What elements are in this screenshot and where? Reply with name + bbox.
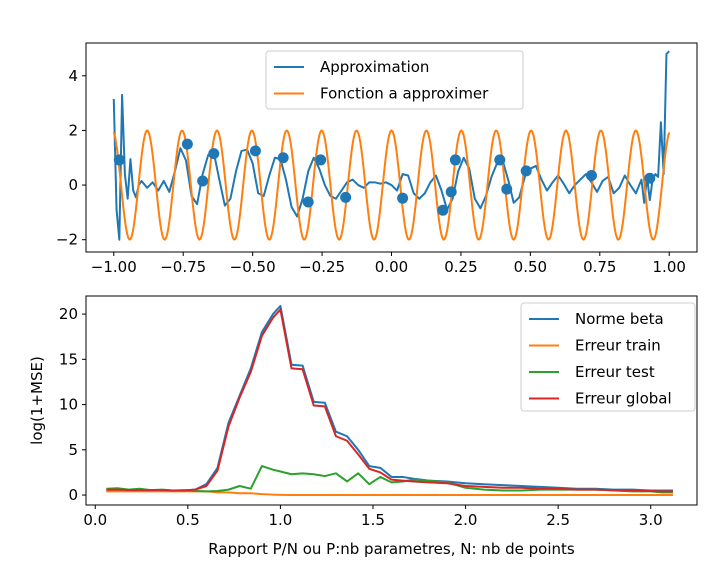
legend-label: Erreur global — [575, 390, 672, 408]
y-tick-label: 4 — [68, 67, 78, 85]
legend-box — [265, 50, 524, 110]
legend-label: Approximation — [320, 58, 429, 76]
x-tick-label: 2.5 — [546, 511, 570, 529]
legend-label: Erreur test — [575, 363, 655, 381]
series-line-erreur-global — [106, 308, 673, 493]
data-point — [277, 152, 289, 164]
data-point — [644, 172, 656, 184]
x-axis-label: Rapport P/N ou P:nb parametres, N: nb de… — [208, 540, 575, 558]
y-tick-label: 2 — [68, 121, 78, 139]
data-point — [113, 154, 125, 166]
legend: Approximation Fonction a approximer — [265, 50, 524, 110]
series-line-fonction-a-approximer — [112, 129, 671, 241]
data-point — [397, 192, 409, 204]
x-tick-label: 0.50 — [514, 258, 547, 276]
x-tick-label: 0.75 — [583, 258, 616, 276]
x-tick-label: −1.00 — [91, 258, 137, 276]
data-point — [249, 145, 261, 157]
y-tick-label: 20 — [59, 305, 78, 323]
axes-frame — [85, 295, 698, 506]
legend-label: Erreur train — [575, 337, 661, 355]
legend-label: Fonction a approximer — [320, 85, 489, 103]
bottom-plot: 0.0 0.5 1.0 1.5 2.0 2.5 3.0 0 5 10 15 20 Rapport P/N… — [28, 295, 698, 558]
legend-label: Norme beta — [575, 310, 664, 328]
x-tick-label: 0.5 — [176, 511, 200, 529]
data-point — [437, 204, 449, 216]
data-point — [449, 154, 461, 166]
y-tick-label: 0 — [68, 176, 78, 194]
series-line-erreur-train — [106, 490, 673, 497]
y-axis-label: log(1+MSE) — [28, 356, 46, 445]
data-point — [501, 183, 513, 195]
x-tick-label: −0.75 — [160, 258, 206, 276]
y-tick-label: 0 — [68, 486, 78, 504]
x-tick-label: −0.25 — [299, 258, 345, 276]
x-tick-label: 3.0 — [639, 511, 663, 529]
y-tick-label: −2 — [56, 231, 78, 249]
data-point — [197, 175, 209, 187]
series-group — [106, 304, 673, 497]
data-point — [302, 196, 314, 208]
y-tick-label: 5 — [68, 441, 78, 459]
data-point — [494, 154, 506, 166]
x-tick-label: 0.25 — [444, 258, 477, 276]
data-points — [113, 138, 656, 216]
data-point — [181, 138, 193, 150]
x-tick-label: −0.50 — [230, 258, 276, 276]
data-point — [585, 170, 597, 182]
y-tick-label: 15 — [59, 350, 78, 368]
x-tick-label: 1.00 — [653, 258, 686, 276]
data-point — [340, 191, 352, 203]
x-tick-label: 2.0 — [454, 511, 478, 529]
series-group — [112, 50, 671, 241]
x-tick-label: 1.0 — [268, 511, 292, 529]
data-point — [520, 165, 532, 177]
x-tick-label: 0.00 — [375, 258, 408, 276]
data-point — [315, 154, 327, 166]
data-point — [445, 186, 457, 198]
top-plot: −1.00 −0.75 −0.50 −0.25 0.00 0.25 0.50 0.75 1.00… — [56, 42, 698, 276]
series-line-approximation — [112, 50, 670, 241]
legend-box — [520, 302, 696, 412]
data-point — [208, 148, 220, 160]
x-tick-label: 1.5 — [361, 511, 385, 529]
x-tick-label: 0.0 — [83, 511, 107, 529]
legend: Norme beta Erreur train Erreur test Erreur … — [520, 302, 696, 412]
y-tick-label: 10 — [59, 396, 78, 414]
